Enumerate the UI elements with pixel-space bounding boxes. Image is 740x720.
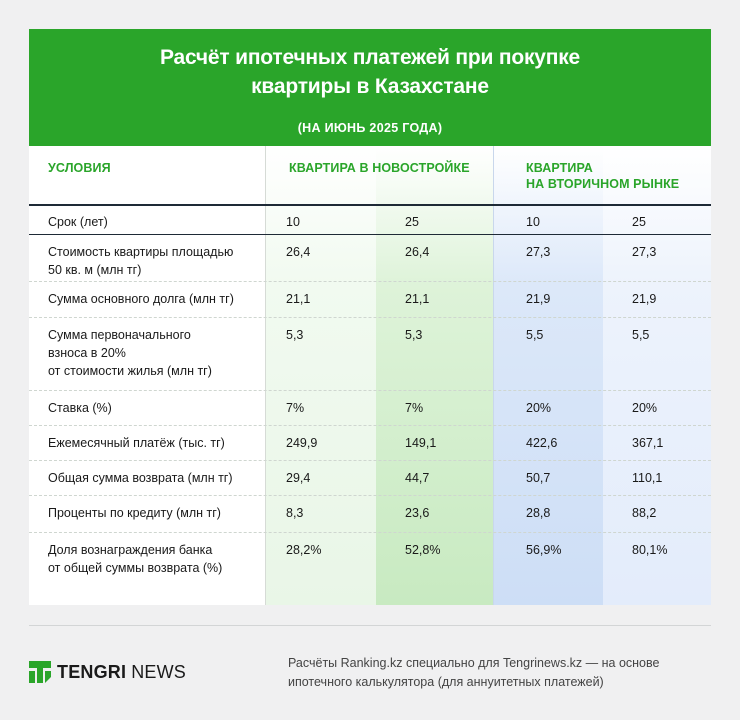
secondary-10y-value: 27,3 <box>526 245 551 259</box>
secondary-25y-value: 367,1 <box>632 436 664 450</box>
secondary-10y-column-bg <box>493 146 603 605</box>
row-label: Стоимость квартиры площадью 50 кв. м (мл… <box>48 245 234 277</box>
secondary-25y-value: 80,1% <box>632 543 668 557</box>
row-label: Сумма первоначального взноса в 20% от ст… <box>48 328 212 378</box>
new-10y-column-bg <box>265 146 376 605</box>
table-row: Ставка (%) 7% 7% 20% 20% <box>29 390 711 425</box>
new-25y-value: 21,1 <box>405 292 430 306</box>
secondary-10y-value: 20% <box>526 401 552 415</box>
row-label: Доля вознаграждения банка от общей суммы… <box>48 543 223 575</box>
new-10y-value: 29,4 <box>286 471 311 485</box>
secondary-25y-value: 21,9 <box>632 292 657 306</box>
column-header-conditions: УСЛОВИЯ <box>48 161 111 175</box>
column-header-secondary: КВАРТИРА НА ВТОРИЧНОМ РЫНКЕ <box>526 161 680 191</box>
new-10y-value: 28,2% <box>286 543 322 557</box>
new-25y-value: 52,8% <box>405 543 441 557</box>
row-separator <box>29 234 711 235</box>
row-label: Общая сумма возврата (млн тг) <box>48 471 233 485</box>
secondary-25y-column-bg <box>603 146 711 605</box>
secondary-10y-value: 50,7 <box>526 471 551 485</box>
secondary-10y-value: 21,9 <box>526 292 551 306</box>
new-10y-value: 8,3 <box>286 506 304 520</box>
row-separator <box>29 204 711 206</box>
new-10y-value: 10 <box>286 215 300 229</box>
new-25y-value: 25 <box>405 215 419 229</box>
new-10y-value: 7% <box>286 401 305 415</box>
infographic-title: Расчёт ипотечных платежей при покупке кв… <box>29 29 711 101</box>
secondary-10y-value: 28,8 <box>526 506 551 520</box>
row-separator <box>29 532 711 533</box>
comparison-table: УСЛОВИЯ КВАРТИРА В НОВОСТРОЙКЕ КВАРТИРА … <box>29 146 711 605</box>
new-10y-value: 21,1 <box>286 292 311 306</box>
logo-word-news: NEWS <box>131 661 187 682</box>
row-label: Срок (лет) <box>48 215 108 229</box>
secondary-25y-value: 25 <box>632 215 646 229</box>
table-row: Сумма первоначального взноса в 20% от ст… <box>29 317 711 390</box>
table-row: Срок (лет) 10 25 10 25 <box>29 204 711 234</box>
new-10y-value: 5,3 <box>286 328 304 342</box>
row-label: Ежемесячный платёж (тыс. тг) <box>48 436 225 450</box>
footer-divider <box>29 625 711 626</box>
table-row: Проценты по кредиту (млн тг) 8,3 23,6 28,8 8… <box>29 495 711 532</box>
row-separator <box>29 425 711 426</box>
secondary-10y-value: 422,6 <box>526 436 558 450</box>
secondary-10y-value: 56,9% <box>526 543 562 557</box>
row-label: Сумма основного долга (млн тг) <box>48 292 234 306</box>
row-label: Ставка (%) <box>48 401 112 415</box>
new-25y-value: 7% <box>405 401 424 415</box>
table-row: Общая сумма возврата (млн тг) 29,4 44,7 50,… <box>29 460 711 495</box>
new-10y-value: 249,9 <box>286 436 318 450</box>
new-25y-value: 149,1 <box>405 436 437 450</box>
new-25y-value: 26,4 <box>405 245 430 259</box>
secondary-25y-value: 110,1 <box>632 471 663 485</box>
logo-word-tengri: TENGRI <box>57 661 127 682</box>
row-label: Проценты по кредиту (млн тг) <box>48 506 221 520</box>
secondary-25y-value: 27,3 <box>632 245 657 259</box>
row-separator <box>29 390 711 391</box>
secondary-10y-value: 5,5 <box>526 328 544 342</box>
secondary-25y-value: 20% <box>632 401 658 415</box>
source-credit: Расчёты Ranking.kz специально для Tengri… <box>288 656 660 689</box>
new-25y-value: 23,6 <box>405 506 430 520</box>
secondary-10y-value: 10 <box>526 215 540 229</box>
row-separator <box>29 281 711 282</box>
tengri-news-logo: TENGRI NEWS <box>29 661 186 683</box>
column-divider <box>265 146 266 605</box>
table-row: Стоимость квартиры площадью 50 кв. м (мл… <box>29 234 711 281</box>
secondary-25y-value: 88,2 <box>632 506 657 520</box>
new-10y-value: 26,4 <box>286 245 311 259</box>
new-25y-value: 5,3 <box>405 328 423 342</box>
infographic-header: Расчёт ипотечных платежей при покупке кв… <box>29 29 711 146</box>
footer: TENGRI NEWS Расчёты Ranking.kz специальн… <box>29 608 711 698</box>
new-25y-value: 44,7 <box>405 471 430 485</box>
secondary-25y-value: 5,5 <box>632 328 650 342</box>
table-row: Сумма основного долга (млн тг) 21,1 21,1 21… <box>29 281 711 317</box>
table-row: Ежемесячный платёж (тыс. тг) 249,9 149,1 42… <box>29 425 711 460</box>
row-separator <box>29 495 711 496</box>
title-line-1: Расчёт ипотечных платежей при покупке <box>159 46 581 69</box>
table-row: Доля вознаграждения банка от общей суммы… <box>29 532 711 582</box>
mortgage-infographic: Расчёт ипотечных платежей при покупке кв… <box>29 29 711 605</box>
row-separator <box>29 460 711 461</box>
new-25y-column-bg <box>376 146 493 605</box>
title-line-2: квартиры в Казахстане <box>251 75 489 98</box>
tengri-logo-icon <box>29 661 51 683</box>
column-divider <box>493 146 494 605</box>
infographic-subtitle: (НА ИЮНЬ 2025 ГОДА) <box>297 121 443 135</box>
row-separator <box>29 317 711 318</box>
column-header-new-building: КВАРТИРА В НОВОСТРОЙКЕ <box>289 161 470 175</box>
